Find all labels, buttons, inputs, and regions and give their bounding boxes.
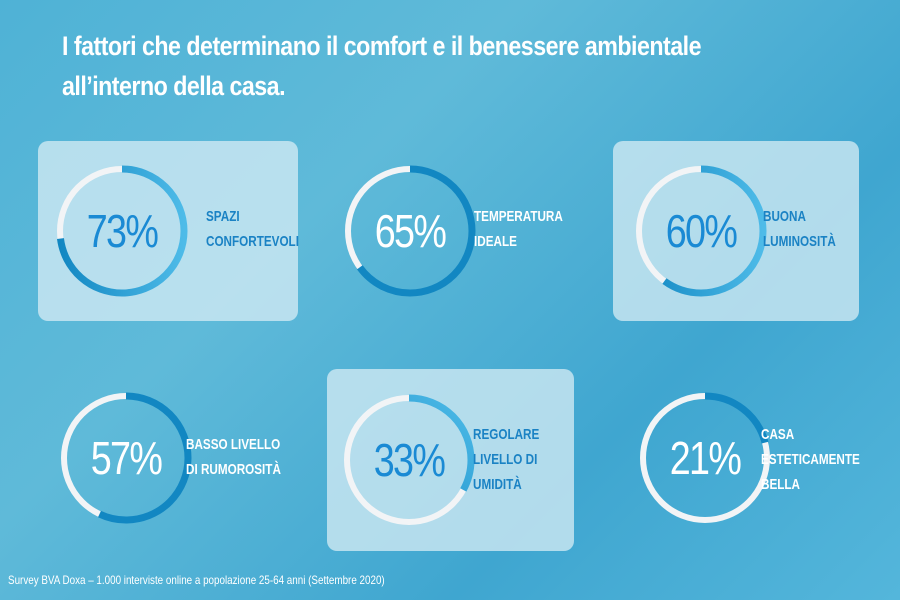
progress-ring xyxy=(343,394,475,526)
progress-ring xyxy=(635,165,767,297)
percentage-value: 73% xyxy=(86,205,159,257)
stat-label: BASSO LIVELLO DI RUMOROSITÀ xyxy=(186,436,281,478)
page-title: I fattori che determinano il comfort e i… xyxy=(62,31,702,101)
stat-label: SPAZI CONFORTEVOLI xyxy=(206,208,299,250)
stat-card-spazi: 73% SPAZI CONFORTEVOLI xyxy=(38,141,299,321)
stat-label: REGOLARE LIVELLO DI UMIDITÀ xyxy=(473,426,540,493)
percentage-value: 57% xyxy=(90,432,163,484)
percentage-value: 21% xyxy=(669,432,742,484)
source-note: Survey BVA Doxa – 1.000 interviste onlin… xyxy=(8,573,385,587)
stat-card-rumorosita: 57% BASSO LIVELLO DI RUMOROSITÀ xyxy=(46,370,306,550)
stat-card-luminosita: 60% BUONA LUMINOSITÀ xyxy=(613,141,859,321)
percentage-value: 33% xyxy=(373,434,446,486)
stat-card-temperatura: 65% TEMPERATURA IDEALE xyxy=(326,141,586,321)
progress-ring xyxy=(56,165,188,297)
stat-card-umidita: 33% REGOLARE LIVELLO DI UMIDITÀ xyxy=(327,369,574,551)
percentage-value: 65% xyxy=(374,205,447,257)
stat-card-estetica: 21% CASA ESTETICAMENTE BELLA xyxy=(613,370,873,550)
percentage-value: 60% xyxy=(665,205,738,257)
stat-label: BUONA LUMINOSITÀ xyxy=(763,208,836,250)
stat-label: TEMPERATURA IDEALE xyxy=(474,208,563,250)
progress-ring xyxy=(344,165,476,297)
progress-ring xyxy=(639,392,771,524)
stat-label: CASA ESTETICAMENTE BELLA xyxy=(761,426,860,493)
progress-ring xyxy=(60,392,192,524)
